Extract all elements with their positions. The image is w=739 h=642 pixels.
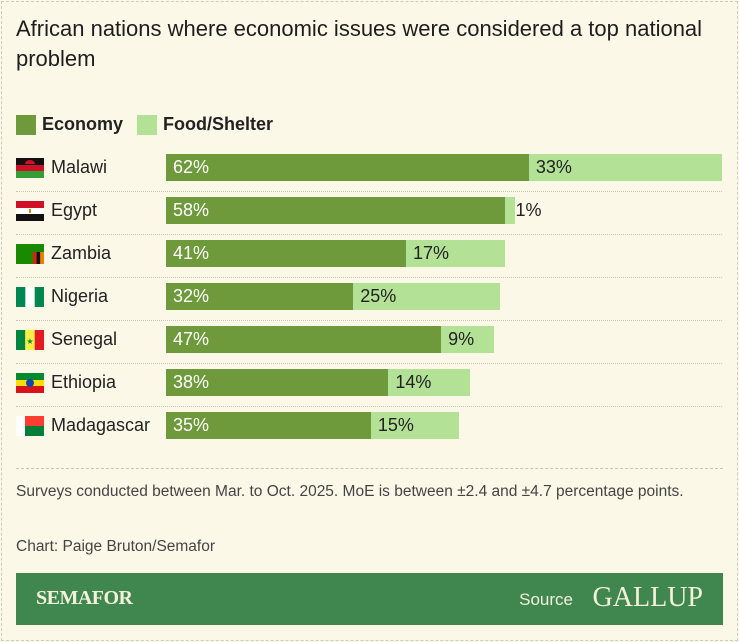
- row-separator: [16, 320, 722, 321]
- bar-row-madagascar: Madagascar 35% 15%: [16, 407, 722, 450]
- bar-row-senegal: ★ Senegal 47% 9%: [16, 321, 722, 364]
- bar-food-shelter-nigeria: 25%: [353, 283, 500, 310]
- flag-malawi-icon: [16, 158, 44, 178]
- bar-food-shelter-madagascar: 15%: [370, 412, 459, 439]
- category-label: Malawi: [51, 157, 108, 177]
- source-label: Source: [519, 590, 573, 609]
- footer: SEMAFOR Source GALLUP: [16, 573, 723, 625]
- bar-economy-malawi: 62%: [166, 154, 529, 181]
- bar-economy-zambia: 41%: [166, 240, 406, 267]
- legend-label-economy: Economy: [42, 114, 124, 134]
- bar-food-shelter-zambia: 17%: [405, 240, 506, 267]
- legend: Economy Food/Shelter: [16, 114, 287, 135]
- row-separator: [16, 191, 722, 192]
- legend-swatch-economy: [16, 114, 36, 135]
- bar-row-malawi: Malawi 62% 33%: [16, 149, 722, 192]
- credit: Chart: Paige Bruton/Semafor: [16, 538, 216, 555]
- flag-ethiopia-icon: [16, 373, 44, 393]
- flag-egypt-icon: [16, 201, 44, 221]
- row-separator: [16, 277, 722, 278]
- bar-row-zambia: Zambia 41% 17%: [16, 235, 722, 278]
- bar-row-nigeria: Nigeria 32% 25%: [16, 278, 722, 321]
- bar-economy-madagascar: 35%: [166, 412, 371, 439]
- legend-swatch-food-shelter: [137, 114, 158, 135]
- category-label: Senegal: [51, 329, 118, 349]
- bar-food-shelter-malawi: 33%: [528, 154, 722, 181]
- bar-food-shelter-senegal: 9%: [441, 326, 494, 353]
- gallup-logo: GALLUP: [592, 582, 703, 613]
- category-label: Ethiopia: [51, 372, 117, 392]
- category-label: Egypt: [51, 200, 98, 220]
- category-label: Nigeria: [51, 286, 109, 306]
- bar-row-ethiopia: Ethiopia 38% 14%: [16, 364, 722, 407]
- category-label: Zambia: [51, 243, 112, 263]
- svg-text:★: ★: [26, 337, 33, 346]
- bar-economy-ethiopia: 38%: [166, 369, 389, 396]
- bar-food-shelter-egypt: 1%: [505, 197, 541, 224]
- notes: Surveys conducted between Mar. to Oct. 2…: [16, 483, 684, 500]
- bar-row-egypt: Egypt 58% 1%: [16, 192, 722, 235]
- row-separator: [16, 363, 722, 364]
- flag-nigeria-icon: [16, 287, 44, 307]
- category-label: Madagascar: [51, 415, 151, 435]
- semafor-logo: SEMAFOR: [36, 587, 133, 609]
- row-separator: [16, 234, 722, 235]
- bar-economy-senegal: 47%: [166, 326, 442, 353]
- bar-economy-egypt: 58%: [166, 197, 506, 224]
- row-separator: [16, 406, 722, 407]
- bar-economy-nigeria: 32%: [166, 283, 354, 310]
- divider: [16, 468, 723, 469]
- flag-zambia-icon: [16, 244, 44, 264]
- chart-title: African nations where economic issues we…: [16, 16, 703, 71]
- bar-food-shelter-ethiopia: 14%: [388, 369, 471, 396]
- flag-madagascar-icon: [16, 416, 44, 436]
- legend-label-food-shelter: Food/Shelter: [163, 114, 274, 134]
- flag-senegal-icon: ★: [16, 330, 44, 350]
